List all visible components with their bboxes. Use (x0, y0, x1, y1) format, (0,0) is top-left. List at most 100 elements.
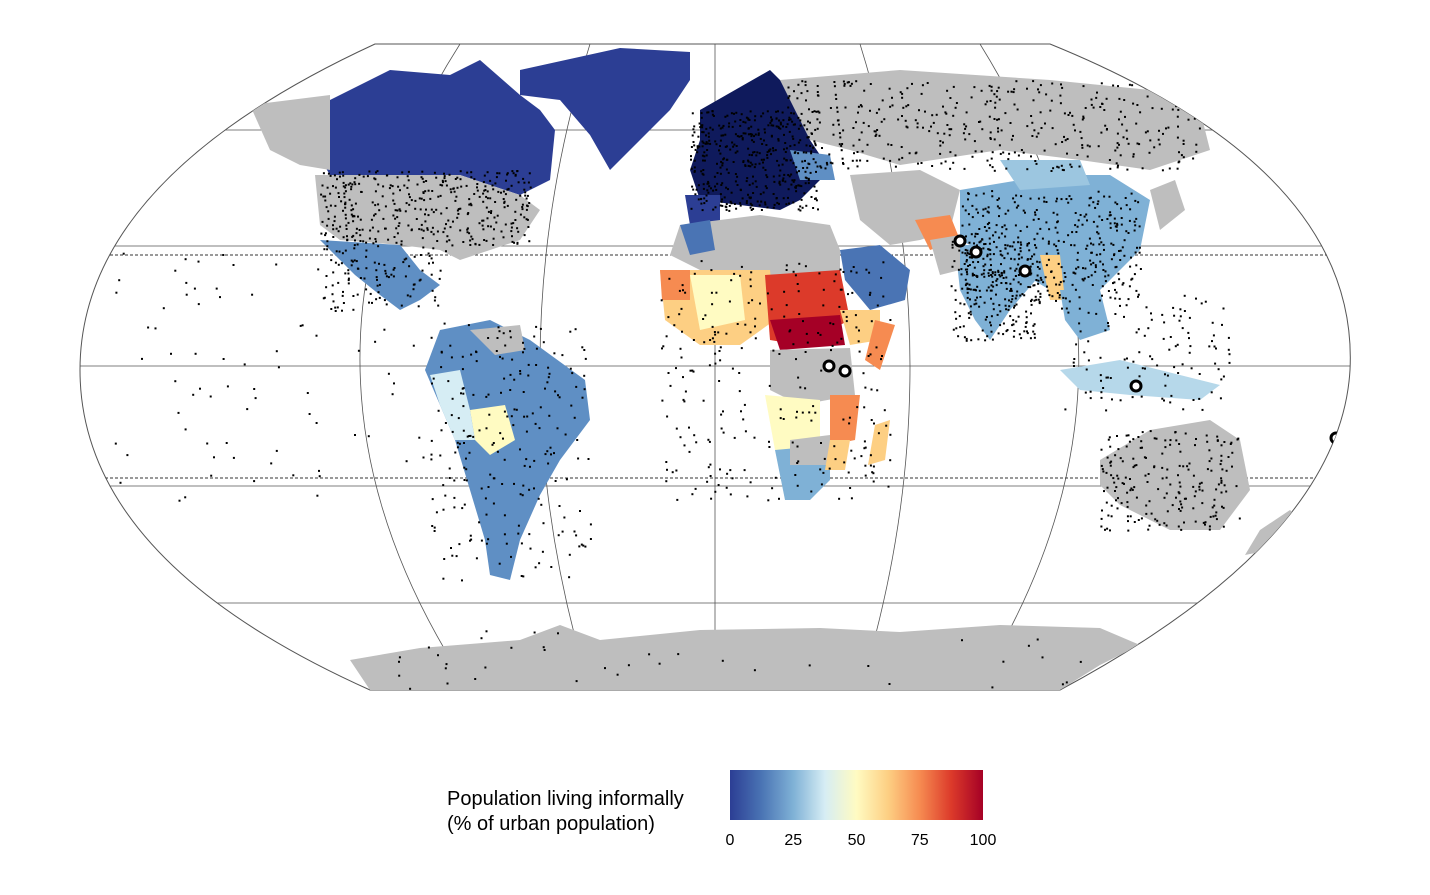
settlement-dot (377, 291, 380, 294)
settlement-dot (352, 295, 355, 297)
settlement-dot (968, 133, 971, 136)
south-america (425, 320, 590, 580)
settlement-dot (982, 208, 985, 211)
settlement-dot (980, 150, 983, 153)
settlement-dot (791, 179, 794, 182)
settlement-dot (393, 267, 396, 269)
settlement-dot (1188, 351, 1191, 354)
settlement-dot (1030, 312, 1032, 315)
settlement-dot (965, 111, 968, 114)
settlement-dot (457, 417, 460, 420)
settlement-dot (1212, 334, 1215, 337)
settlement-dot (505, 179, 507, 182)
settlement-dot (1181, 363, 1184, 366)
settlement-dot (497, 326, 500, 329)
settlement-dot (1098, 299, 1101, 302)
settlement-dot (965, 271, 968, 273)
settlement-dot (867, 665, 870, 667)
settlement-dot (1180, 91, 1182, 94)
settlement-dot (1137, 201, 1140, 204)
settlement-dot (783, 290, 786, 293)
settlement-dot (1119, 259, 1122, 261)
settlement-dot (779, 127, 782, 130)
settlement-dot (430, 257, 433, 260)
settlement-dot (678, 313, 681, 316)
settlement-dot (728, 204, 731, 207)
settlement-dot (756, 151, 759, 154)
settlement-dot (1169, 336, 1172, 338)
settlement-dot (796, 484, 799, 487)
settlement-dot (399, 209, 402, 212)
settlement-dot (465, 468, 468, 471)
settlement-dot (788, 202, 790, 205)
settlement-dot (748, 183, 751, 186)
settlement-dot (1183, 294, 1186, 297)
settlement-dot (1079, 214, 1082, 216)
settlement-dot (754, 337, 757, 340)
settlement-dot (459, 178, 462, 181)
settlement-dot (694, 487, 697, 490)
settlement-dot (1025, 310, 1028, 313)
settlement-dot (374, 190, 377, 193)
settlement-dot (1133, 273, 1136, 276)
settlement-dot (973, 303, 976, 306)
settlement-dot (1132, 153, 1135, 156)
settlement-dot (1052, 167, 1055, 170)
settlement-dot (719, 468, 721, 471)
settlement-dot (749, 285, 752, 288)
settlement-dot (318, 469, 320, 472)
settlement-dot (861, 150, 864, 153)
settlement-dot (391, 185, 394, 188)
settlement-dot (792, 123, 795, 126)
settlement-dot (492, 188, 495, 191)
settlement-dot (710, 187, 712, 190)
settlement-dot (422, 180, 425, 183)
settlement-dot (749, 161, 752, 164)
settlement-dot (1163, 522, 1166, 525)
settlement-dot (1200, 481, 1203, 484)
settlement-dot (1212, 515, 1215, 518)
settlement-dot (1113, 281, 1116, 284)
settlement-dot (869, 109, 871, 112)
settlement-dot (999, 310, 1002, 313)
settlement-dot (342, 185, 345, 188)
settlement-dot (692, 370, 695, 373)
settlement-dot (776, 201, 779, 204)
settlement-dot (908, 152, 911, 155)
settlement-dot (802, 320, 804, 323)
settlement-dot (1103, 490, 1105, 493)
settlement-dot (492, 477, 495, 480)
settlement-dot (762, 191, 765, 194)
settlement-dot (471, 238, 474, 241)
settlement-dot (775, 197, 778, 200)
settlement-dot (799, 205, 802, 208)
mongolia (1000, 160, 1090, 190)
settlement-dot (792, 270, 795, 273)
settlement-dot (487, 486, 490, 488)
settlement-dot (431, 525, 434, 527)
settlement-dot (858, 350, 861, 353)
settlement-dot (989, 131, 992, 134)
settlement-dot (679, 347, 682, 350)
settlement-dot (1139, 446, 1142, 449)
settlement-dot (973, 86, 976, 89)
settlement-dot (470, 538, 473, 541)
settlement-dot (974, 299, 977, 302)
settlement-dot (832, 123, 835, 126)
settlement-dot (1035, 298, 1038, 301)
settlement-dot (777, 125, 780, 128)
settlement-dot (714, 490, 717, 493)
settlement-dot (1087, 359, 1090, 362)
settlement-dot (868, 293, 871, 296)
settlement-dot (1045, 201, 1048, 203)
somalia (865, 320, 895, 370)
settlement-dot (965, 235, 967, 238)
settlement-dot (813, 185, 816, 188)
settlement-dot (1057, 166, 1060, 169)
settlement-dot (397, 225, 400, 227)
settlement-dot (966, 273, 969, 276)
settlement-dot (384, 269, 387, 272)
settlement-dot (1121, 246, 1124, 249)
settlement-dot (983, 275, 986, 278)
settlement-dot (315, 334, 318, 337)
